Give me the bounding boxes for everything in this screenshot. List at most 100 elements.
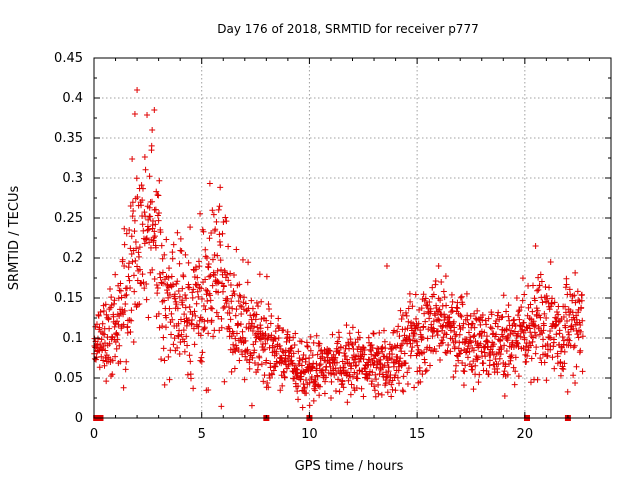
data-point (566, 311, 573, 318)
data-point (538, 278, 545, 285)
data-point (171, 295, 178, 302)
data-point (460, 320, 467, 327)
data-point (404, 381, 411, 388)
data-point (287, 345, 294, 352)
data-point (424, 302, 431, 309)
data-point (450, 373, 457, 380)
data-point (397, 307, 404, 314)
data-point (138, 182, 145, 189)
data-point (122, 366, 129, 373)
data-point (289, 360, 296, 367)
data-point (412, 325, 419, 332)
data-point (575, 297, 582, 304)
data-point (192, 312, 199, 319)
data-point (417, 378, 424, 385)
data-point (246, 365, 253, 372)
data-point (166, 265, 173, 272)
data-point (127, 245, 134, 252)
data-point (134, 193, 141, 200)
data-point (236, 292, 243, 299)
data-point (388, 381, 395, 388)
data-point (547, 327, 554, 334)
data-point (349, 324, 356, 331)
data-point (347, 391, 354, 398)
data-point (430, 291, 437, 298)
data-point (316, 362, 323, 369)
data-point (394, 354, 401, 361)
data-point (464, 316, 471, 323)
data-point (211, 252, 218, 259)
data-point (345, 377, 352, 384)
data-point (334, 376, 341, 383)
data-point (219, 230, 226, 237)
data-point (120, 321, 127, 328)
y-axis-ticks: 0 0.05 0.1 0.15 0.2 0.25 0.3 0.35 0.4 0.45 (54, 51, 611, 426)
data-point (195, 293, 202, 300)
data-point (160, 345, 167, 352)
data-point (450, 318, 457, 325)
data-point (389, 377, 396, 384)
data-point (173, 301, 180, 308)
data-point (523, 343, 530, 350)
data-point (396, 333, 403, 340)
data-point (222, 274, 229, 281)
data-point (388, 356, 395, 363)
data-point (562, 284, 569, 291)
data-point (292, 362, 298, 369)
data-point (201, 324, 208, 331)
data-point (418, 305, 425, 312)
data-point (169, 249, 176, 256)
data-point (342, 352, 349, 359)
data-point (186, 284, 193, 291)
data-point (456, 339, 463, 346)
data-point (556, 327, 563, 334)
data-point (501, 392, 508, 399)
data-point (349, 373, 356, 380)
data-point (303, 390, 310, 397)
data-point (437, 297, 444, 304)
data-point (531, 297, 538, 304)
data-point (125, 273, 132, 280)
data-point (160, 334, 167, 341)
data-point (405, 305, 412, 312)
data-point (482, 353, 489, 360)
data-point (356, 334, 363, 341)
data-point (483, 321, 490, 328)
data-point (448, 291, 455, 298)
data-points (91, 87, 586, 411)
data-point (550, 336, 557, 343)
data-point (519, 326, 526, 333)
data-point (383, 374, 390, 381)
data-point (200, 326, 207, 333)
data-point (189, 317, 196, 324)
data-point (175, 288, 182, 295)
data-point (384, 389, 391, 396)
data-point (121, 307, 128, 314)
data-point (184, 342, 191, 349)
data-point (108, 294, 115, 301)
data-point (111, 297, 118, 304)
data-point (106, 325, 113, 332)
data-point (215, 289, 222, 296)
data-point (251, 347, 258, 354)
data-point (160, 280, 167, 287)
data-point (199, 349, 206, 356)
data-point (579, 333, 586, 340)
data-point (543, 298, 550, 305)
data-point (242, 347, 249, 354)
data-point (313, 365, 320, 372)
data-point (524, 352, 531, 359)
data-point (220, 283, 227, 290)
data-point (569, 309, 576, 316)
data-point (570, 325, 577, 332)
data-point (383, 263, 390, 269)
data-point (209, 256, 216, 263)
data-point (495, 309, 502, 316)
data-point (297, 376, 304, 383)
data-point (95, 312, 102, 319)
data-point (438, 337, 445, 344)
data-point (122, 292, 129, 299)
data-point (384, 373, 391, 380)
data-point (463, 290, 470, 297)
data-point (253, 299, 260, 306)
